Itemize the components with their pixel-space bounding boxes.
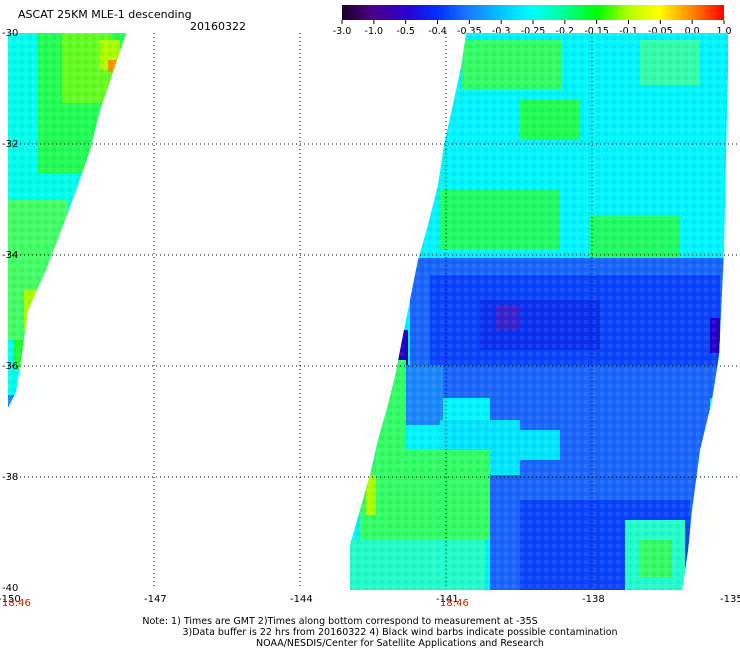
colorbar-label: -0.2 bbox=[556, 26, 575, 37]
colorbar-label: -0.1 bbox=[619, 26, 638, 37]
colorbar-label: -0.15 bbox=[584, 26, 609, 37]
latitude-axis: -30 -32 -34 -36 -38 -40 bbox=[2, 28, 18, 594]
longitude-label: -150 bbox=[0, 594, 21, 605]
colorbar: -3.0 -1.0 -0.5 -0.4 -0.35 -0.3 -0.25 -0.2 -0.15-… bbox=[333, 5, 732, 37]
colorbar-label: -0.5 bbox=[396, 26, 415, 37]
longitude-label: -147 bbox=[144, 594, 167, 605]
note-line-2: 3)Data buffer is 22 hrs from 20160322 4)… bbox=[182, 627, 618, 638]
note-line-3: NOAA/NESDIS/Center for Satellite Applica… bbox=[256, 638, 544, 649]
colorbar-label: -3.0 bbox=[333, 26, 352, 37]
longitude-label: -144 bbox=[290, 594, 313, 605]
latitude-label: -34 bbox=[2, 250, 18, 261]
colorbar-label: -0.25 bbox=[521, 26, 546, 37]
colorbar-label: -1.0 bbox=[365, 26, 384, 37]
colorbar-gradient bbox=[342, 5, 724, 20]
right-swath bbox=[350, 33, 728, 590]
colorbar-label: -0.4 bbox=[428, 26, 447, 37]
colorbar-label: 0.0 bbox=[685, 26, 700, 37]
latitude-label: -40 bbox=[2, 583, 18, 594]
left-swath bbox=[8, 33, 126, 408]
latitude-label: -30 bbox=[2, 28, 18, 39]
time-label-left: 18:46 bbox=[2, 598, 31, 609]
product-date: 20160322 bbox=[190, 20, 246, 33]
colorbar-label: -0.3 bbox=[492, 26, 511, 37]
longitude-label: -135 bbox=[720, 594, 740, 605]
latitude-label: -36 bbox=[2, 361, 18, 372]
longitude-label: -141 bbox=[436, 594, 459, 605]
longitude-axis: -150 -147 -144 -141 -138 -135 bbox=[0, 594, 740, 605]
graticule bbox=[8, 33, 738, 588]
time-label-center: 18:46 bbox=[440, 598, 469, 609]
colorbar-label: -0.05 bbox=[648, 26, 673, 37]
colorbar-label: 1.0 bbox=[716, 26, 731, 37]
product-title: ASCAT 25KM MLE-1 descending bbox=[18, 8, 192, 21]
latitude-label: -32 bbox=[2, 139, 18, 150]
latitude-label: -38 bbox=[2, 472, 18, 483]
longitude-label: -138 bbox=[582, 594, 605, 605]
colorbar-label: -0.35 bbox=[457, 26, 482, 37]
note-line-1: Note: 1) Times are GMT 2)Times along bot… bbox=[142, 616, 538, 627]
